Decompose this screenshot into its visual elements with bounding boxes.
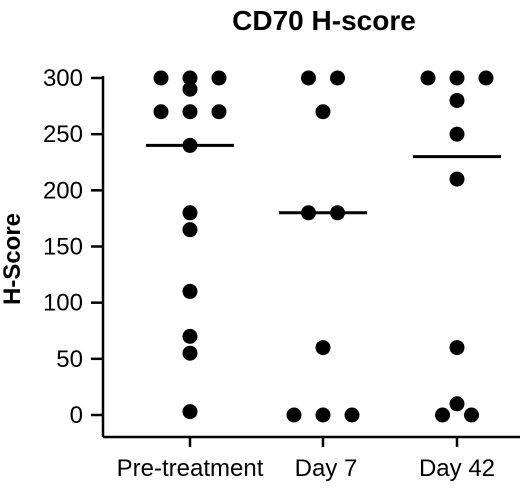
y-ticks: 0 50 100 150 200 250 300 — [43, 65, 103, 429]
data-point — [449, 70, 465, 86]
chart-title: CD70 H-score — [232, 5, 416, 36]
y-tick-label: 250 — [43, 121, 83, 148]
x-category-label: Day 7 — [295, 455, 358, 482]
data-point — [435, 407, 450, 423]
data-point — [153, 104, 169, 120]
data-point — [315, 340, 331, 356]
data-point — [420, 70, 436, 86]
data-point — [449, 396, 465, 412]
data-point — [211, 70, 227, 86]
data-point — [182, 328, 198, 344]
data-point — [182, 222, 198, 238]
y-tick-label: 300 — [43, 65, 83, 92]
data-point — [330, 70, 345, 86]
data-point — [464, 407, 479, 423]
data-point — [301, 70, 316, 86]
data-point — [182, 104, 198, 120]
median-lines — [146, 143, 501, 215]
x-category-label: Pre-treatment — [117, 455, 264, 482]
data-point — [315, 104, 331, 120]
data-point — [182, 404, 198, 420]
data-point — [478, 70, 494, 86]
x-category-labels: Pre-treatment Day 7 Day 42 — [117, 437, 495, 482]
data-point — [182, 205, 198, 221]
data-point — [211, 104, 227, 120]
y-axis-label: H-Score — [0, 213, 26, 305]
y-tick-label: 150 — [43, 234, 83, 261]
data-point — [449, 340, 465, 356]
y-tick-label: 200 — [43, 177, 83, 204]
y-tick-label: 100 — [43, 290, 83, 317]
data-point — [286, 407, 302, 423]
data-point — [153, 70, 169, 86]
data-point — [182, 81, 198, 97]
data-points — [153, 70, 494, 423]
x-category-label: Day 42 — [419, 455, 495, 482]
data-point — [182, 137, 198, 153]
data-point — [182, 283, 198, 299]
data-point — [449, 92, 465, 108]
y-tick-label: 0 — [70, 402, 83, 429]
data-point — [182, 345, 198, 361]
axes — [101, 76, 520, 439]
data-point — [449, 171, 465, 187]
y-tick-label: 50 — [56, 346, 83, 373]
data-point — [182, 70, 198, 86]
data-point — [330, 205, 345, 221]
data-point — [315, 407, 331, 423]
data-point — [301, 205, 316, 221]
data-point — [344, 407, 360, 423]
data-point — [449, 126, 465, 142]
